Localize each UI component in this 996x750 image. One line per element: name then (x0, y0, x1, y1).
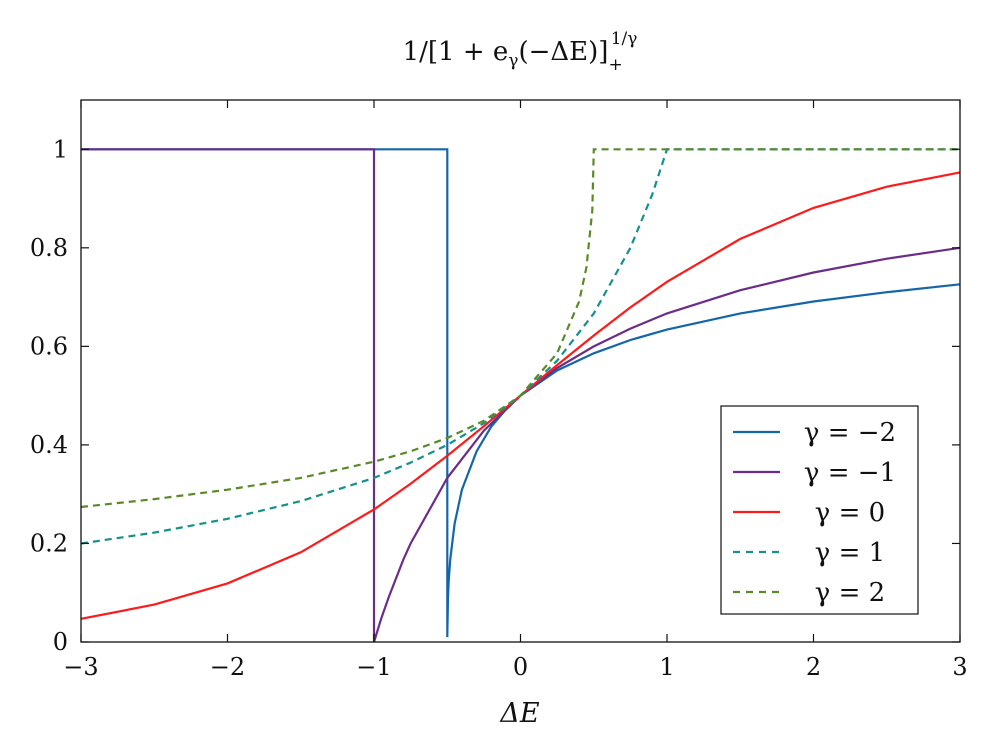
y-tick-label: 1 (53, 135, 68, 163)
y-tick-label: 0.2 (30, 529, 68, 557)
legend-label-0: γ = −2 (804, 418, 896, 448)
plot-lines (80, 148, 961, 643)
x-tick-label: 1 (659, 653, 674, 681)
y-tick-label: 0.8 (30, 234, 68, 262)
ticks: −3 −2 −1 0 1 2 3 0 0.2 0.4 0.6 0.8 1 (30, 100, 968, 681)
legend-label-1: γ = −1 (804, 458, 896, 488)
legend-label-3: γ = 1 (815, 538, 885, 568)
title-main: 1/[1 + e (403, 37, 509, 67)
y-tick-label: 0.6 (30, 332, 68, 360)
x-tick-label: 2 (806, 653, 821, 681)
legend-box (720, 405, 919, 615)
series-line-1 (81, 148, 961, 643)
series-line-0 (81, 148, 961, 638)
x-axis-label: ΔE (499, 698, 539, 729)
y-tick-label: 0 (53, 628, 68, 656)
title-mid: (−ΔE)] (518, 37, 608, 67)
x-tick-label: −1 (356, 653, 391, 681)
legend-label-4: γ = 2 (815, 578, 885, 608)
title-sub2: + (608, 55, 622, 75)
x-tick-label: 0 (513, 653, 528, 681)
title-sub: γ (508, 51, 518, 71)
chart-title: 1/[1 + eγ(−ΔE)]+1/γ (403, 29, 638, 75)
legend: γ = −2 γ = −1 γ = 0 γ = 1 γ = 2 (720, 405, 919, 615)
x-tick-label: −3 (63, 653, 98, 681)
legend-label-2: γ = 0 (815, 498, 885, 528)
series-line-4 (80, 148, 960, 509)
x-tick-label: 3 (952, 653, 967, 681)
x-tick-label: −2 (210, 653, 245, 681)
y-tick-label: 0.4 (30, 431, 68, 459)
title-sup: 1/γ (611, 29, 638, 49)
